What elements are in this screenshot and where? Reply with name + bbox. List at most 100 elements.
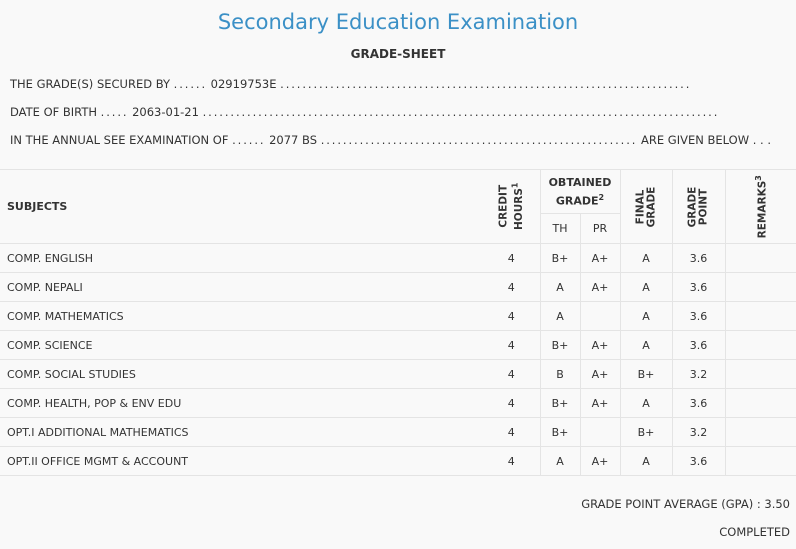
- pr-header: PR: [580, 213, 621, 244]
- subjects-header: SUBJECTS: [0, 169, 483, 244]
- final-grade-cell: A: [620, 330, 673, 360]
- table-bottom-border: [0, 475, 796, 477]
- practical-grade-cell: A+: [580, 272, 621, 302]
- final-grade-header: FINAL GRADE: [620, 169, 673, 244]
- final-grade-cell: A: [620, 301, 673, 331]
- final-grade-cell: B+: [620, 417, 673, 447]
- grade-table: SUBJECTS CREDIT HOURS1 OBTAINED GRADE2 FIN…: [0, 169, 796, 477]
- grade-point-cell: 3.2: [672, 417, 726, 447]
- practical-grade-cell: [580, 301, 621, 331]
- subject-cell: COMP. SCIENCE: [0, 330, 483, 360]
- practical-grade-cell: [580, 417, 621, 447]
- dot-leader: ......: [232, 133, 266, 147]
- gpa-summary: GRADE POINT AVERAGE (GPA) : 3.50: [581, 497, 790, 511]
- final-grade-label: FINAL GRADE: [634, 186, 657, 227]
- secured-by-value: 02919753E: [210, 77, 277, 91]
- subject-cell: COMP. ENGLISH: [0, 243, 483, 273]
- table-row: COMP. SOCIAL STUDIES 4 B A+ B+ 3.2: [0, 359, 796, 389]
- theory-grade-cell: B+: [540, 243, 581, 273]
- dob-value: 2063-01-21: [132, 105, 199, 119]
- remarks-label: REMARKS3: [753, 174, 769, 239]
- theory-grade-cell: B+: [540, 330, 581, 360]
- theory-grade-cell: B+: [540, 417, 581, 447]
- credit-hours-header: CREDIT HOURS1: [483, 169, 541, 244]
- practical-grade-cell: A+: [580, 359, 621, 389]
- table-header-row: SUBJECTS CREDIT HOURS1 OBTAINED GRADE2 FIN…: [0, 169, 796, 244]
- remarks-cell: [725, 301, 796, 331]
- credit-hours-cell: 4: [483, 243, 541, 273]
- subject-cell: COMP. NEPALI: [0, 272, 483, 302]
- theory-grade-cell: A: [540, 301, 581, 331]
- remarks-header: REMARKS3: [725, 169, 796, 244]
- table-row: COMP. MATHEMATICS 4 A A 3.6: [0, 301, 796, 331]
- secured-by-line: THE GRADE(S) SECURED BY ...... 02919753E…: [10, 77, 691, 91]
- subject-cell: OPT.II OFFICE MGMT & ACCOUNT: [0, 446, 483, 476]
- exam-suffix: ARE GIVEN BELOW . . .: [641, 133, 771, 147]
- grade-point-cell: 3.6: [672, 330, 726, 360]
- credit-hours-cell: 4: [483, 388, 541, 418]
- th-header: TH: [540, 213, 581, 244]
- obtained-grade-header: OBTAINED GRADE2: [540, 169, 621, 214]
- remarks-cell: [725, 446, 796, 476]
- credit-hours-cell: 4: [483, 272, 541, 302]
- remarks-cell: [725, 388, 796, 418]
- grade-point-cell: 3.6: [672, 446, 726, 476]
- credit-hours-cell: 4: [483, 301, 541, 331]
- grade-point-cell: 3.6: [672, 243, 726, 273]
- grade-sheet-heading: GRADE-SHEET: [350, 47, 446, 61]
- final-grade-cell: A: [620, 388, 673, 418]
- secured-by-label: THE GRADE(S) SECURED BY: [10, 77, 171, 91]
- exam-value: 2077 BS: [269, 133, 318, 147]
- practical-grade-cell: A+: [580, 446, 621, 476]
- grade-point-cell: 3.6: [672, 388, 726, 418]
- final-grade-cell: A: [620, 446, 673, 476]
- page-title: Secondary Education Examination: [217, 10, 579, 34]
- table-row: COMP. HEALTH, POP & ENV EDU 4 B+ A+ A 3.6: [0, 388, 796, 418]
- remarks-cell: [725, 243, 796, 273]
- credit-hours-cell: 4: [483, 330, 541, 360]
- credit-hours-label: CREDIT HOURS1: [497, 182, 525, 231]
- credit-hours-cell: 4: [483, 417, 541, 447]
- final-grade-cell: A: [620, 272, 673, 302]
- result-status: COMPLETED: [719, 525, 790, 539]
- exam-line: IN THE ANNUAL SEE EXAMINATION OF ...... …: [10, 133, 771, 147]
- subject-cell: OPT.I ADDITIONAL MATHEMATICS: [0, 417, 483, 447]
- theory-grade-cell: A: [540, 446, 581, 476]
- exam-label: IN THE ANNUAL SEE EXAMINATION OF: [10, 133, 229, 147]
- table-row: COMP. NEPALI 4 A A+ A 3.6: [0, 272, 796, 302]
- table-row: COMP. ENGLISH 4 B+ A+ A 3.6: [0, 243, 796, 273]
- remarks-cell: [725, 330, 796, 360]
- dot-leader: ........................................…: [320, 133, 638, 147]
- grade-point-label: GRADE POINT: [686, 186, 710, 227]
- dot-leader: .....: [100, 105, 129, 119]
- theory-grade-cell: B+: [540, 388, 581, 418]
- table-row: OPT.II OFFICE MGMT & ACCOUNT 4 A A+ A 3.6: [0, 446, 796, 476]
- remarks-cell: [725, 359, 796, 389]
- dot-leader: ........................................…: [202, 105, 720, 119]
- dob-line: DATE OF BIRTH ..... 2063-01-21 .........…: [10, 105, 719, 119]
- grade-point-header: GRADE POINT: [672, 169, 726, 244]
- subject-cell: COMP. HEALTH, POP & ENV EDU: [0, 388, 483, 418]
- table-row: COMP. SCIENCE 4 B+ A+ A 3.6: [0, 330, 796, 360]
- subject-cell: COMP. SOCIAL STUDIES: [0, 359, 483, 389]
- grade-point-cell: 3.2: [672, 359, 726, 389]
- credit-hours-cell: 4: [483, 446, 541, 476]
- remarks-cell: [725, 272, 796, 302]
- final-grade-cell: A: [620, 243, 673, 273]
- practical-grade-cell: A+: [580, 388, 621, 418]
- theory-grade-cell: B: [540, 359, 581, 389]
- table-bottom-rule: [0, 475, 796, 477]
- table-row: OPT.I ADDITIONAL MATHEMATICS 4 B+ B+ 3.2: [0, 417, 796, 447]
- subject-cell: COMP. MATHEMATICS: [0, 301, 483, 331]
- table-subheader-row: TH PR: [0, 213, 796, 244]
- practical-grade-cell: A+: [580, 330, 621, 360]
- practical-grade-cell: A+: [580, 243, 621, 273]
- remarks-cell: [725, 417, 796, 447]
- credit-hours-cell: 4: [483, 359, 541, 389]
- dot-leader: ......: [173, 77, 208, 91]
- final-grade-cell: B+: [620, 359, 673, 389]
- theory-grade-cell: A: [540, 272, 581, 302]
- dob-label: DATE OF BIRTH: [10, 105, 98, 119]
- grade-point-cell: 3.6: [672, 272, 726, 302]
- grade-point-cell: 3.6: [672, 301, 726, 331]
